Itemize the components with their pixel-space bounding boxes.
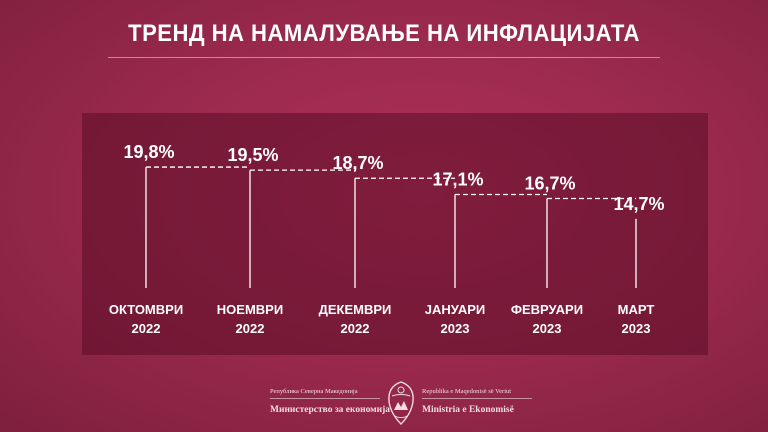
value-label-5: 14,7% bbox=[613, 194, 664, 214]
ministry-albanian: Republika e Maqedonisë së Veriut Ministr… bbox=[422, 388, 532, 415]
footer: Република Северна Македонија Министерств… bbox=[0, 378, 768, 428]
country-name-sq: Republika e Maqedonisë së Veriut bbox=[422, 388, 512, 395]
page-title: ТРЕНД НА НАМАЛУВАЊЕ НА ИНФЛАЦИЈАТА bbox=[128, 20, 640, 47]
ministry-name-mk: Министерство за економија bbox=[270, 405, 391, 415]
category-year-0: 2022 bbox=[132, 321, 161, 336]
category-year-4: 2023 bbox=[533, 321, 562, 336]
value-label-4: 16,7% bbox=[524, 174, 575, 194]
category-year-5: 2023 bbox=[622, 321, 651, 336]
ministry-rule-right bbox=[422, 398, 532, 399]
category-year-2: 2022 bbox=[341, 321, 370, 336]
ministry-macedonian: Република Северна Македонија Министерств… bbox=[270, 388, 391, 415]
category-month-1: НОЕМВРИ bbox=[217, 302, 283, 317]
category-month-0: ОКТОМВРИ bbox=[109, 302, 183, 317]
country-name-mk: Република Северна Македонија bbox=[270, 388, 358, 395]
value-label-2: 18,7% bbox=[332, 153, 383, 173]
category-month-3: ЈАНУАРИ bbox=[425, 302, 486, 317]
category-year-1: 2022 bbox=[236, 321, 265, 336]
title-divider bbox=[108, 57, 660, 58]
ministry-rule-left bbox=[270, 398, 380, 399]
coat-of-arms-icon bbox=[388, 381, 414, 425]
category-month-4: ФЕВРУАРИ bbox=[511, 302, 583, 317]
value-label-3: 17,1% bbox=[432, 169, 483, 189]
value-label-0: 19,8% bbox=[123, 142, 174, 162]
category-year-3: 2023 bbox=[441, 321, 470, 336]
inflation-step-chart: 19,8% ОКТОМВРИ 2022 19,5% НОЕМВРИ 2022 18,7% ДЕ… bbox=[109, 142, 665, 336]
chart-panel: 19,8% ОКТОМВРИ 2022 19,5% НОЕМВРИ 2022 18,7% ДЕ… bbox=[82, 113, 708, 355]
ministry-name-sq: Ministria e Ekonomisë bbox=[422, 405, 514, 415]
value-label-1: 19,5% bbox=[227, 145, 278, 165]
category-month-2: ДЕКЕМВРИ bbox=[319, 302, 392, 317]
category-month-5: МАРТ bbox=[618, 302, 655, 317]
